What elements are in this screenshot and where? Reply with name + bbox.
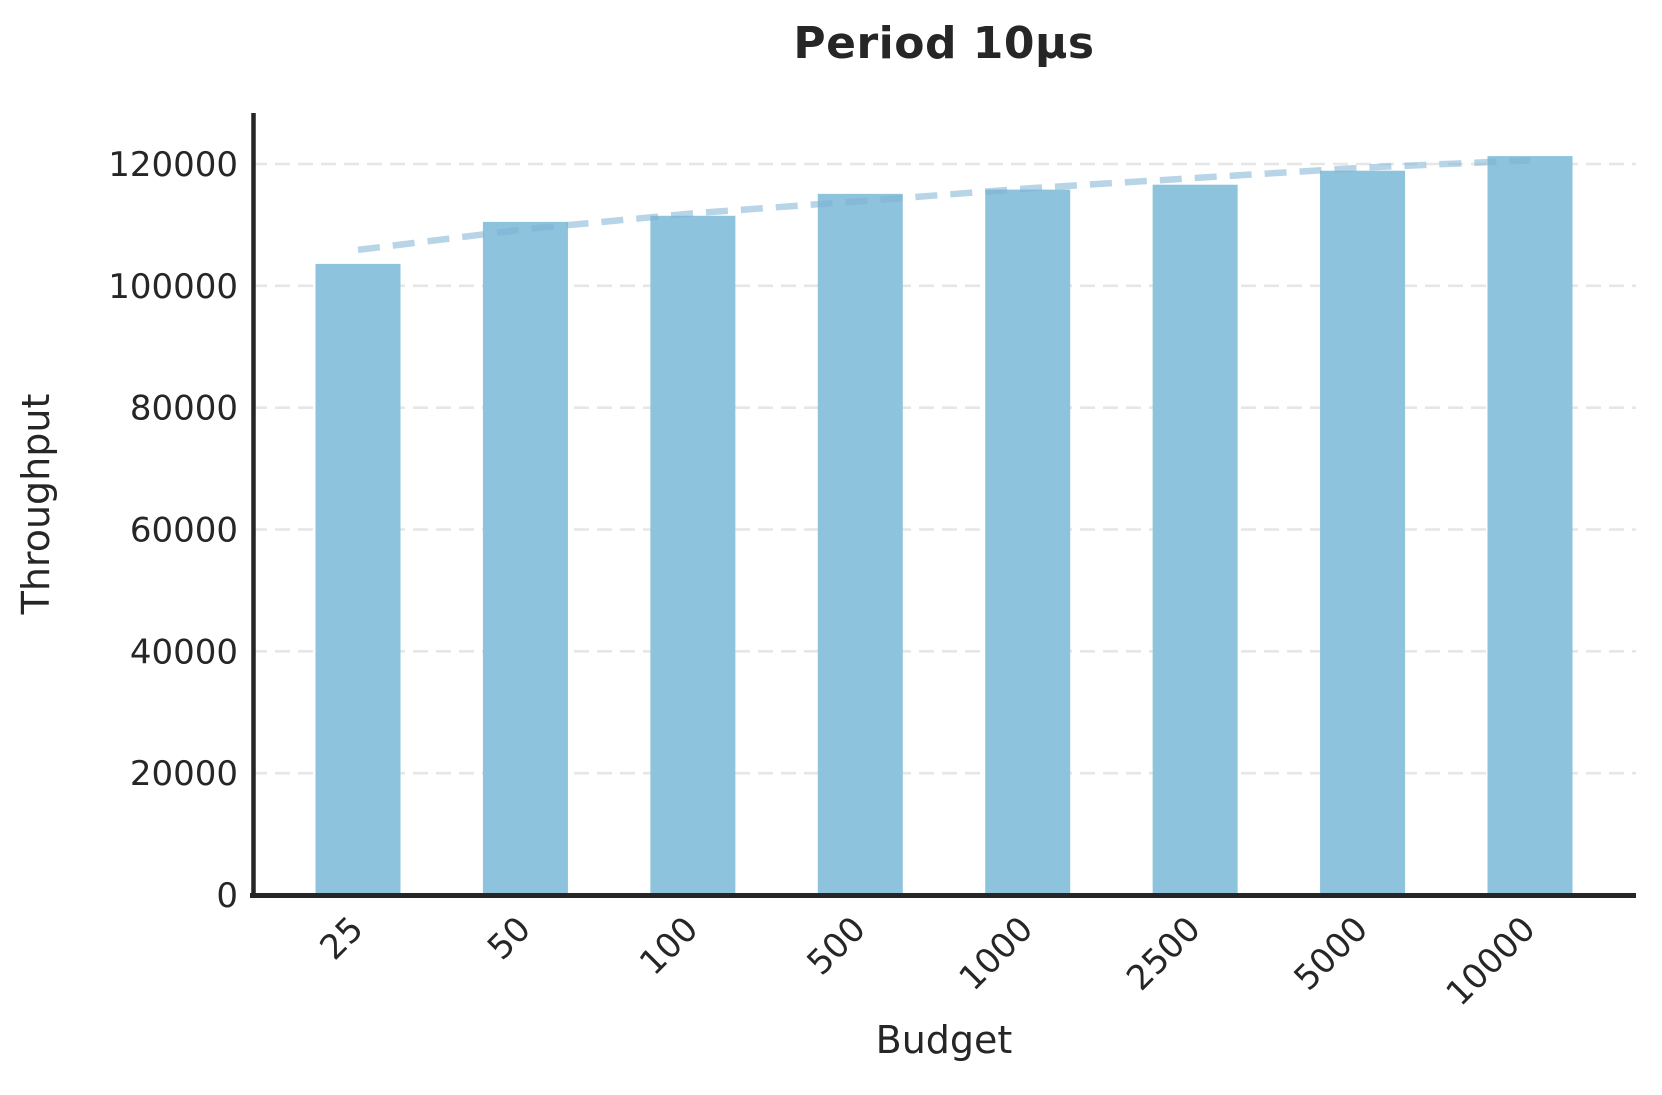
x-tick-label: 1000 bbox=[952, 909, 1041, 998]
y-tick-label: 20000 bbox=[130, 754, 238, 794]
y-tick-label: 60000 bbox=[130, 511, 238, 551]
chart-title: Period 10µs bbox=[793, 18, 1095, 69]
x-tick-label: 5000 bbox=[1286, 909, 1375, 998]
x-tick-label: 500 bbox=[799, 909, 873, 983]
x-tick-label: 25 bbox=[312, 909, 371, 968]
y-tick-label: 80000 bbox=[130, 389, 238, 429]
bar bbox=[1320, 170, 1406, 898]
x-tick-label: 10000 bbox=[1439, 909, 1544, 1014]
x-tick-label: 100 bbox=[632, 909, 706, 983]
y-tick-label: 40000 bbox=[130, 632, 238, 672]
y-tick-label: 120000 bbox=[108, 145, 238, 185]
bar bbox=[817, 193, 903, 897]
bar bbox=[985, 189, 1071, 897]
bar bbox=[1487, 156, 1573, 898]
y-tick-label: 100000 bbox=[108, 267, 238, 307]
bar bbox=[650, 215, 736, 897]
x-tick-label: 50 bbox=[480, 909, 539, 968]
trend-line bbox=[357, 157, 1531, 254]
x-tick-label: 2500 bbox=[1119, 909, 1208, 998]
bar bbox=[315, 263, 401, 897]
y-tick-label: 0 bbox=[216, 876, 238, 916]
x-axis-title: Budget bbox=[875, 1018, 1013, 1062]
bar bbox=[1152, 184, 1238, 897]
bar bbox=[482, 221, 568, 897]
